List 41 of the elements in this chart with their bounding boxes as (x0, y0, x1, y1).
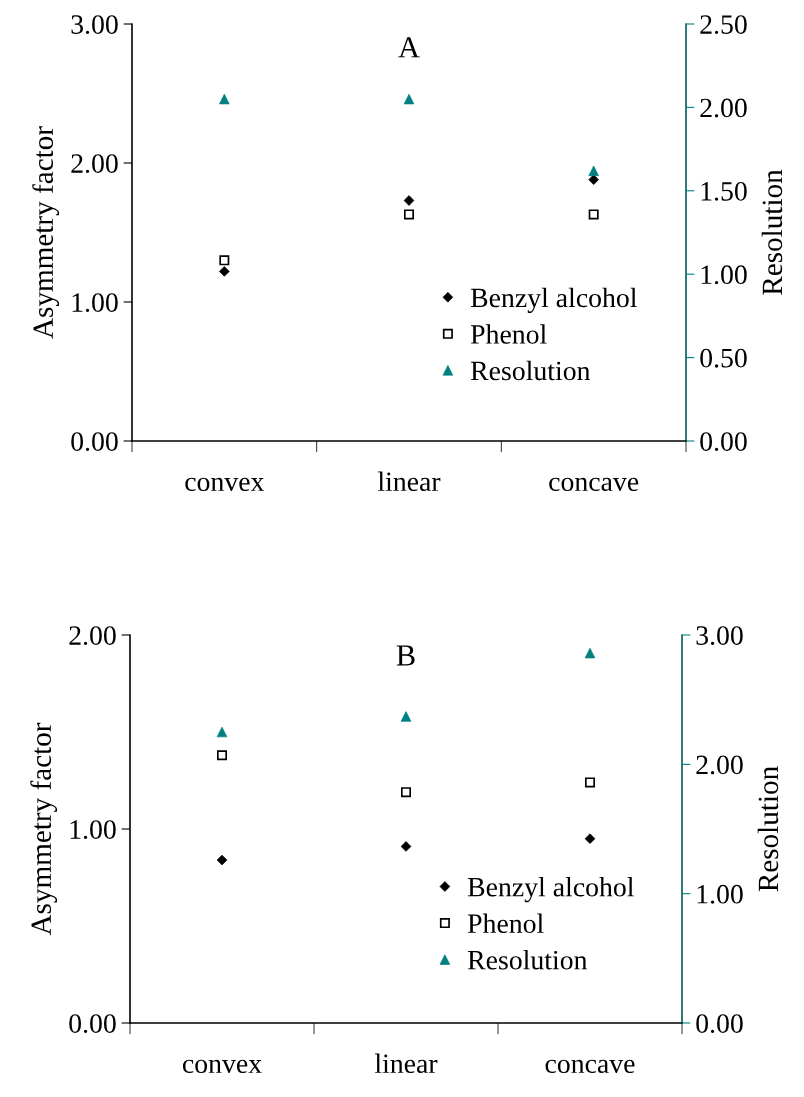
y2-tick-label: 3.00 (696, 626, 743, 646)
chart-title: B (396, 645, 415, 666)
y-tick-label: 2.00 (69, 626, 116, 646)
x-tick-label: convex (185, 477, 265, 492)
legend-label: Phenol (470, 324, 547, 344)
y2-tick-label: 0.00 (700, 432, 747, 452)
x-tick-label: concave (549, 477, 639, 492)
y2-axis-title: Resolution (757, 766, 779, 892)
y2-tick-label: 1.50 (701, 181, 747, 201)
point (584, 777, 596, 788)
y-tick-label: 0.00 (71, 432, 118, 452)
x-tick-label: concave (545, 1059, 635, 1074)
legend-label: Resolution (467, 950, 588, 970)
x-tick-label: linear (374, 1053, 438, 1074)
point (588, 209, 599, 220)
x-tick-label: linear (377, 471, 441, 492)
y-axis-title: Asymmetry factor (32, 126, 60, 339)
chart-title: A (398, 37, 420, 58)
legend-label: Resolution (470, 360, 591, 381)
y2-tick-label: 2.50 (700, 15, 747, 35)
y2-tick-label: 0.50 (700, 348, 747, 368)
y-tick-label: 3.00 (71, 15, 118, 35)
y-tick-label: 1.00 (72, 293, 118, 313)
y-tick-label: 2.00 (71, 154, 118, 174)
y2-axis-title: Resolution (761, 169, 783, 295)
legend-label: Phenol (467, 913, 544, 934)
y-axis-title: Asymmetry factor (30, 722, 58, 936)
y-tick-label: 1.00 (70, 820, 116, 840)
y2-tick-label: 0.00 (696, 1014, 743, 1034)
point (219, 255, 230, 266)
legend-label: Benzyl alcohol (470, 287, 637, 313)
legend-label: Benzyl alcohol (467, 876, 634, 903)
y2-tick-label: 2.00 (700, 98, 747, 118)
point (216, 750, 228, 761)
point (400, 787, 412, 798)
y-tick-label: 0.00 (69, 1014, 116, 1034)
y2-tick-label: 2.00 (696, 755, 743, 775)
x-tick-label: convex (182, 1059, 262, 1074)
y2-tick-label: 1.00 (697, 884, 743, 904)
point (403, 209, 415, 220)
y2-tick-label: 1.00 (701, 265, 747, 285)
